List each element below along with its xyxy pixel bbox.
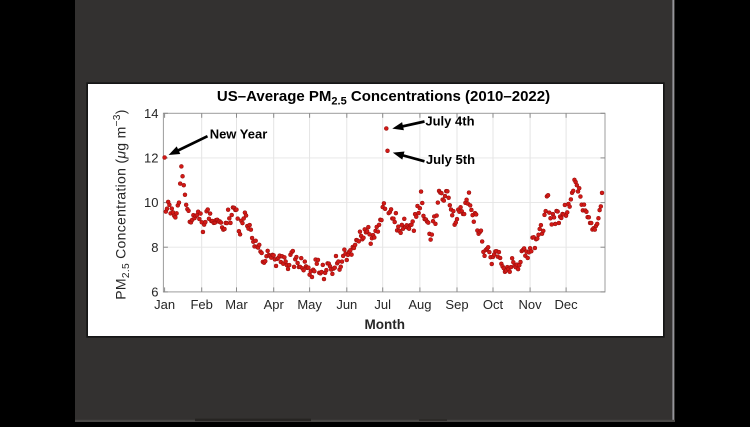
svg-text:Feb: Feb — [190, 297, 212, 312]
svg-text:Jul: Jul — [374, 297, 391, 312]
svg-text:May: May — [297, 297, 322, 312]
svg-text:8: 8 — [151, 240, 158, 255]
svg-text:Aug: Aug — [408, 297, 431, 312]
svg-text:July 4th: July 4th — [425, 113, 474, 128]
svg-text:Sep: Sep — [445, 297, 468, 312]
svg-text:Month: Month — [365, 317, 405, 332]
svg-text:Mar: Mar — [225, 297, 248, 312]
svg-text:Jan: Jan — [154, 297, 175, 312]
svg-text:New Year: New Year — [210, 127, 268, 142]
svg-text:Jun: Jun — [336, 297, 357, 312]
svg-text:10: 10 — [144, 195, 158, 210]
svg-text:12: 12 — [144, 151, 158, 166]
svg-text:Apr: Apr — [264, 297, 285, 312]
svg-text:Oct: Oct — [483, 297, 504, 312]
svg-text:Dec: Dec — [555, 297, 579, 312]
svg-text:July 5th: July 5th — [426, 152, 475, 167]
svg-text:Nov: Nov — [519, 297, 543, 312]
svg-text:14: 14 — [144, 106, 158, 121]
svg-text:PM2.5 Concentration (μg m−3): PM2.5 Concentration (μg m−3) — [112, 109, 132, 300]
svg-text:US–Average PM2.5 Concentration: US–Average PM2.5 Concentrations (2010–20… — [217, 88, 550, 108]
svg-text:6: 6 — [151, 285, 158, 300]
